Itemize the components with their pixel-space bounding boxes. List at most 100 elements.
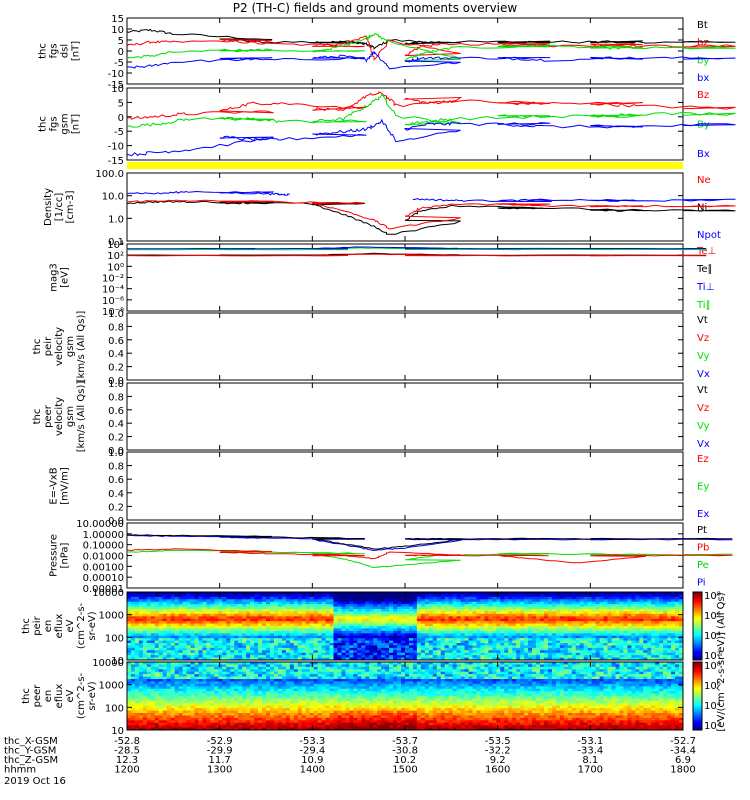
spectrogram-cell <box>198 666 203 670</box>
colorbar-cell <box>693 643 702 646</box>
spectrogram-cell <box>186 621 191 624</box>
spectrogram-cell <box>210 703 215 707</box>
spectrogram-cell <box>134 643 140 646</box>
spectrogram-cell <box>647 657 652 661</box>
spectrogram-cell <box>631 604 636 607</box>
spectrogram-cell <box>166 676 172 680</box>
spectrogram-cell <box>254 613 259 617</box>
spectrogram-cell <box>452 640 458 644</box>
spectrogram-cell <box>222 618 227 622</box>
spectrogram-cell <box>528 633 533 637</box>
spectrogram-cell <box>178 618 183 622</box>
spectrogram-cell <box>484 650 489 654</box>
spectrogram-cell <box>496 633 501 637</box>
spectrogram-cell <box>516 652 521 656</box>
spectrogram-cell <box>393 594 398 598</box>
spectrogram-cell <box>377 657 382 661</box>
spectrogram-cell <box>130 604 136 607</box>
spectrogram-cell <box>281 611 287 615</box>
spectrogram-cell <box>420 621 426 624</box>
spectrogram-cell <box>603 657 608 661</box>
spectrogram-cell <box>408 628 414 632</box>
spectrogram-cell <box>194 696 199 699</box>
spectrogram-cell <box>297 616 303 620</box>
spectrogram-cell <box>214 609 219 612</box>
spectrogram-cell <box>639 657 644 661</box>
spectrogram-cell <box>547 655 553 658</box>
spectrogram-cell <box>555 609 561 612</box>
spectrogram-cell <box>178 647 183 651</box>
spectrogram-cell <box>186 611 191 615</box>
spectrogram-cell <box>591 616 597 620</box>
spectrogram-cell <box>631 623 636 627</box>
spectrogram-cell <box>321 638 326 641</box>
spectrogram-cell <box>321 599 326 603</box>
spectrogram-cell <box>603 645 608 649</box>
spectrogram-cell <box>416 609 422 612</box>
spectrogram-cell <box>460 594 465 598</box>
spectrogram-cell <box>655 626 660 629</box>
spectrogram-cell <box>607 601 612 605</box>
spectrogram-cell <box>547 609 553 612</box>
spectrogram-cell <box>214 696 219 699</box>
spectrogram-cell <box>460 611 465 615</box>
spectrogram-cell <box>603 594 608 598</box>
spectrogram-cell <box>174 725 180 728</box>
series-line-Ne <box>126 199 736 230</box>
spectrogram-cell <box>595 618 600 622</box>
spectrogram-cell <box>162 633 168 637</box>
spectrogram-cell <box>194 679 199 682</box>
spectrogram-cell <box>206 715 211 719</box>
spectrogram-cell <box>512 621 517 624</box>
spectrogram-cell <box>273 657 279 661</box>
spectrogram-cell <box>150 638 156 641</box>
spectrogram-cell <box>448 635 454 639</box>
spectrogram-cell <box>289 650 295 654</box>
spectrogram-cell <box>218 640 223 644</box>
spectrogram-cell <box>627 657 632 661</box>
spectrogram-cell <box>611 635 616 639</box>
spectrogram-cell <box>277 594 283 598</box>
spectrogram-cell <box>567 638 573 641</box>
spectrogram-cell <box>198 655 203 658</box>
spectrogram-cell <box>460 643 465 646</box>
spectrogram-cell <box>611 623 616 627</box>
spectrogram-cell <box>639 623 644 627</box>
spectrogram-cell <box>222 616 227 620</box>
spectrogram-cell <box>615 633 620 637</box>
y-tick-label: 10.0 <box>102 192 124 203</box>
spectrogram-cell <box>397 650 402 654</box>
spectrogram-cell <box>162 717 168 721</box>
spectrogram-cell <box>269 621 275 624</box>
spectrogram-cell <box>655 621 660 624</box>
spectrogram-cell <box>424 592 430 595</box>
spectrogram-cell <box>325 601 330 605</box>
spectrogram-cell <box>329 640 334 644</box>
spectrogram-cell <box>162 662 168 665</box>
spectrogram-cell <box>500 616 505 620</box>
spectrogram-cell <box>182 686 187 690</box>
y-axis-label: thc <box>32 339 43 355</box>
spectrogram-cell <box>170 592 176 595</box>
spectrogram-cell <box>186 717 191 721</box>
spectrogram-cell <box>420 647 426 651</box>
spectrogram-cell <box>635 601 640 605</box>
spectrogram-cell <box>528 592 533 595</box>
spectrogram-cell <box>667 616 672 620</box>
spectrogram-cell <box>659 645 664 649</box>
spectrogram-cell <box>547 592 553 595</box>
spectrogram-cell <box>206 609 211 612</box>
spectrogram-cell <box>647 601 652 605</box>
spectrogram-cell <box>508 596 513 600</box>
spectrogram-cell <box>401 621 406 624</box>
spectrogram-cell <box>214 662 219 665</box>
spectrogram-cell <box>631 652 636 656</box>
spectrogram-cell <box>218 638 223 641</box>
spectrogram-cell <box>373 626 378 629</box>
spectrogram-cell <box>416 655 422 658</box>
spectrogram-cell <box>448 638 454 641</box>
spectrogram-cell <box>492 630 497 634</box>
spectrogram-cell <box>559 630 565 634</box>
spectrogram-cell <box>452 594 458 598</box>
legend-entry: Vt <box>697 315 708 326</box>
